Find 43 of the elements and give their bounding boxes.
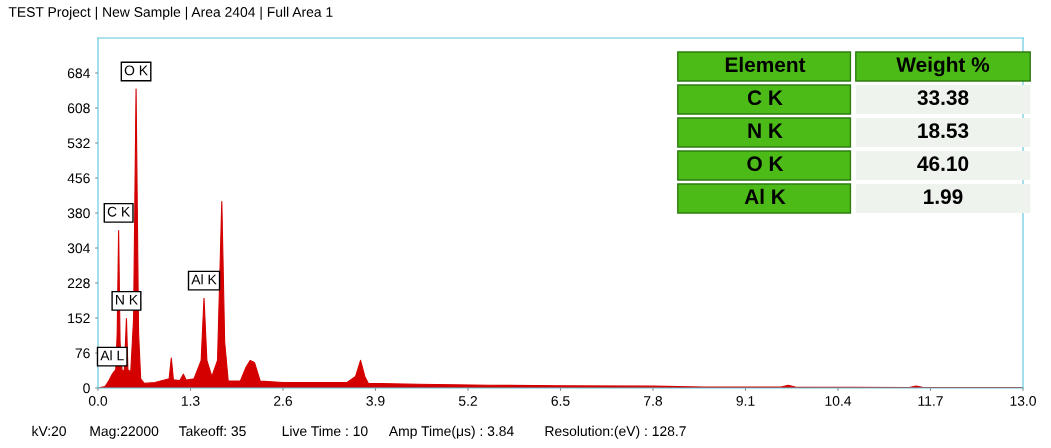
annotation: 18.53 [918,123,969,139]
annotation: Weight % [896,56,990,77]
y-tick-label: 380 [67,208,90,219]
annotation: 46.10 [917,156,969,172]
text: Mag:22000 [90,426,159,439]
x-tick-label: 6.5 [551,396,570,406]
y-tick-label: 304 [67,243,90,254]
x-tick-label: 10.4 [825,396,852,406]
annotation: 1.99 [924,189,963,205]
y-tick-label: 456 [67,173,90,184]
y-tick-label: 228 [67,278,90,289]
annotation: Element [725,56,806,73]
annotation: 33.38 [917,90,969,106]
y-tick-label: 608 [67,103,90,114]
y-tick-label: 76 [75,348,90,359]
annotation: Al L [100,350,124,361]
annotation: N K [748,123,783,138]
y-tick-label: 0 [83,383,90,394]
x-tick-label: 7.8 [644,396,663,406]
chart-title: TEST Project | New Sample | Area 2404 | Full Area 1 [8,6,333,20]
annotation: Al K [191,274,217,285]
x-tick-label: 13.0 [1010,396,1036,406]
x-tick-label: 5.2 [458,396,477,406]
x-tick-label: 3.9 [366,396,385,406]
y-tick-label: 152 [68,313,90,324]
x-tick-label: 0.0 [88,396,108,406]
annotation: O K [124,65,148,76]
y-tick-label: 684 [67,68,90,79]
annotation: N K [116,294,138,305]
x-tick-label: 11.7 [918,396,943,406]
annotation: O K [747,156,784,172]
text: Amp Time(μs) : 3.84 [388,425,514,439]
y-tick-label: 532 [67,138,90,149]
text: Live Time : 10 [282,425,368,437]
annotation: Al K [744,188,786,204]
text: kV:20 [32,425,66,437]
x-tick-label: 9.1 [736,396,755,406]
x-tick-label: 2.6 [274,396,293,406]
text: Takeoff: 35 [178,425,246,437]
text: Resolution:(eV) : 128.7 [545,425,686,439]
x-tick-label: 1.3 [181,396,200,406]
annotation: C K [747,90,783,106]
annotation: C K [107,206,131,217]
